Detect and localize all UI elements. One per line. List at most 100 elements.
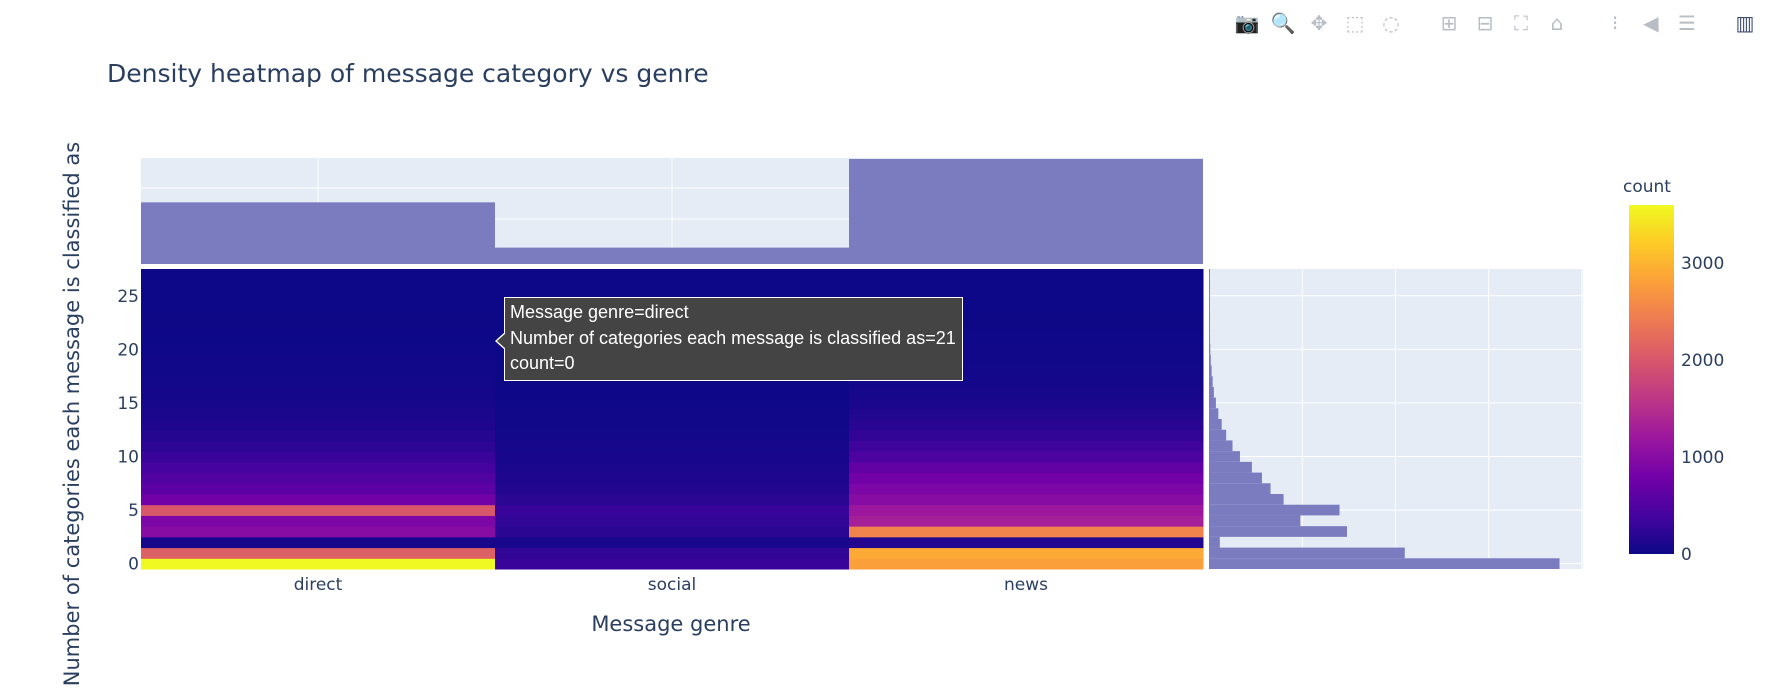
heatmap-cell[interactable] bbox=[495, 376, 850, 388]
heatmap-cell[interactable] bbox=[495, 483, 850, 495]
marginal-y-bar[interactable] bbox=[1209, 365, 1212, 377]
heatmap-cell[interactable] bbox=[141, 451, 496, 463]
marginal-y-bar[interactable] bbox=[1209, 515, 1301, 527]
zoom-in-icon[interactable]: ⊞ bbox=[1440, 11, 1458, 35]
heatmap-cell[interactable] bbox=[141, 440, 496, 452]
heatmap-cell[interactable] bbox=[495, 515, 850, 527]
heatmap-cell[interactable] bbox=[495, 419, 850, 431]
marginal-x-bar[interactable] bbox=[849, 158, 1203, 264]
heatmap-cell[interactable] bbox=[495, 451, 850, 463]
marginal-y-bar[interactable] bbox=[1209, 333, 1210, 344]
lasso-select-icon[interactable]: ◌ bbox=[1382, 11, 1400, 35]
heatmap-cell[interactable] bbox=[849, 440, 1204, 452]
heatmap-cell[interactable] bbox=[849, 386, 1204, 399]
hover-compare-icon[interactable]: ☰ bbox=[1678, 11, 1696, 35]
heatmap-cell[interactable] bbox=[849, 279, 1204, 291]
heatmap-cell[interactable] bbox=[849, 408, 1204, 420]
heatmap-cell[interactable] bbox=[849, 483, 1204, 495]
heatmap-cell[interactable] bbox=[495, 279, 850, 291]
marginal-y-bar[interactable] bbox=[1209, 536, 1220, 548]
heatmap-cell[interactable] bbox=[141, 536, 496, 549]
marginal-y-bar[interactable] bbox=[1209, 494, 1284, 505]
heatmap-cell[interactable] bbox=[495, 290, 850, 302]
marginal-y-bar[interactable] bbox=[1209, 311, 1210, 323]
heatmap-cell[interactable] bbox=[141, 504, 496, 516]
heatmap-cell[interactable] bbox=[141, 461, 496, 474]
marginal-y-bar[interactable] bbox=[1209, 429, 1227, 441]
marginal-y-bar[interactable] bbox=[1209, 376, 1213, 387]
heatmap-cell[interactable] bbox=[849, 322, 1204, 334]
pan-icon[interactable]: ✥ bbox=[1310, 11, 1328, 35]
heatmap-cell[interactable] bbox=[141, 344, 496, 356]
heatmap-cell[interactable] bbox=[849, 504, 1204, 516]
heatmap-cell[interactable] bbox=[849, 354, 1204, 366]
heatmap-cell[interactable] bbox=[849, 344, 1204, 356]
heatmap-cell[interactable] bbox=[141, 311, 496, 324]
heatmap-cell[interactable] bbox=[495, 547, 850, 559]
heatmap-cell[interactable] bbox=[495, 269, 850, 281]
heatmap-cell[interactable] bbox=[495, 472, 850, 484]
marginal-y-bar[interactable] bbox=[1209, 408, 1219, 419]
heatmap-cell[interactable] bbox=[495, 558, 850, 570]
heatmap-cell[interactable] bbox=[849, 397, 1204, 409]
heatmap-cell[interactable] bbox=[495, 536, 850, 549]
heatmap-cell[interactable] bbox=[849, 429, 1204, 441]
heatmap-cell[interactable] bbox=[141, 376, 496, 388]
heatmap-cell[interactable] bbox=[495, 504, 850, 516]
heatmap-cell[interactable] bbox=[141, 397, 496, 409]
autoscale-icon[interactable]: ⛶ bbox=[1514, 11, 1528, 35]
heatmap-cell[interactable] bbox=[141, 386, 496, 399]
spike-lines-icon[interactable]: ⁝ bbox=[1611, 11, 1619, 35]
heatmap-cell[interactable] bbox=[849, 472, 1204, 484]
heatmap-cell[interactable] bbox=[141, 279, 496, 291]
marginal-y-bar[interactable] bbox=[1209, 558, 1560, 569]
heatmap-cell[interactable] bbox=[141, 333, 496, 345]
heatmap-cell[interactable] bbox=[849, 515, 1204, 527]
heatmap-cell[interactable] bbox=[141, 494, 496, 506]
heatmap-cell[interactable] bbox=[141, 322, 496, 334]
marginal-y-bar[interactable] bbox=[1209, 483, 1271, 494]
marginal-y-bar[interactable] bbox=[1209, 279, 1210, 291]
heatmap-cell[interactable] bbox=[495, 494, 850, 506]
heatmap-cell[interactable] bbox=[849, 419, 1204, 431]
marginal-x-bar[interactable] bbox=[495, 247, 849, 264]
heatmap-cell[interactable] bbox=[849, 269, 1204, 281]
heatmap-cell[interactable] bbox=[141, 290, 496, 302]
heatmap-cell[interactable] bbox=[849, 376, 1204, 388]
heatmap-cell[interactable] bbox=[141, 408, 496, 420]
heatmap-cell[interactable] bbox=[849, 494, 1204, 506]
heatmap-cell[interactable] bbox=[849, 461, 1204, 474]
marginal-y-bar[interactable] bbox=[1209, 290, 1210, 302]
heatmap-cell[interactable] bbox=[849, 451, 1204, 463]
heatmap-cell[interactable] bbox=[495, 429, 850, 441]
marginal-y-bar[interactable] bbox=[1209, 419, 1222, 430]
marginal-y-bar[interactable] bbox=[1209, 526, 1347, 537]
heatmap-cell[interactable] bbox=[849, 301, 1204, 313]
heatmap-cell[interactable] bbox=[495, 526, 850, 538]
heatmap-cell[interactable] bbox=[495, 440, 850, 452]
heatmap-cell[interactable] bbox=[849, 290, 1204, 302]
heatmap-cell[interactable] bbox=[141, 547, 496, 559]
heatmap-cell[interactable] bbox=[141, 515, 496, 527]
heatmap-cell[interactable] bbox=[849, 558, 1204, 570]
heatmap-cell[interactable] bbox=[495, 386, 850, 399]
heatmap-cell[interactable] bbox=[141, 483, 496, 495]
reset-axes-icon[interactable]: ⌂ bbox=[1550, 11, 1564, 35]
marginal-y-bar[interactable] bbox=[1209, 451, 1240, 462]
camera-icon[interactable]: 📷 bbox=[1234, 11, 1260, 35]
heatmap-cell[interactable] bbox=[495, 461, 850, 474]
marginal-y-bar[interactable] bbox=[1209, 472, 1262, 484]
marginal-y-bar[interactable] bbox=[1209, 301, 1210, 312]
marginal-y-bar[interactable] bbox=[1209, 547, 1405, 559]
heatmap-cell[interactable] bbox=[141, 558, 496, 570]
heatmap-cell[interactable] bbox=[141, 429, 496, 441]
heatmap-cell[interactable] bbox=[849, 365, 1204, 377]
zoom-out-icon[interactable]: ⊟ bbox=[1476, 11, 1494, 35]
heatmap-cell[interactable] bbox=[141, 365, 496, 377]
hover-closest-icon[interactable]: ◀ bbox=[1643, 11, 1659, 35]
marginal-y-bar[interactable] bbox=[1209, 461, 1252, 473]
heatmap-cell[interactable] bbox=[141, 301, 496, 313]
heatmap-cell[interactable] bbox=[849, 536, 1204, 549]
heatmap-cell[interactable] bbox=[141, 472, 496, 484]
marginal-y-bar[interactable] bbox=[1209, 440, 1233, 452]
